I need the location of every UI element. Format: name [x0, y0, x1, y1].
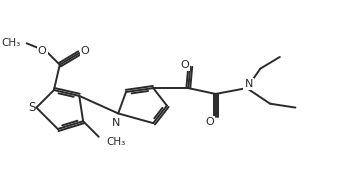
Text: N: N	[112, 118, 120, 128]
Text: O: O	[205, 117, 214, 127]
Text: S: S	[28, 101, 35, 114]
Text: O: O	[81, 46, 89, 56]
Text: O: O	[38, 46, 47, 56]
Text: N: N	[245, 79, 253, 89]
Text: CH₃: CH₃	[106, 137, 126, 147]
Text: O: O	[180, 60, 189, 70]
Text: CH₃: CH₃	[2, 38, 21, 48]
